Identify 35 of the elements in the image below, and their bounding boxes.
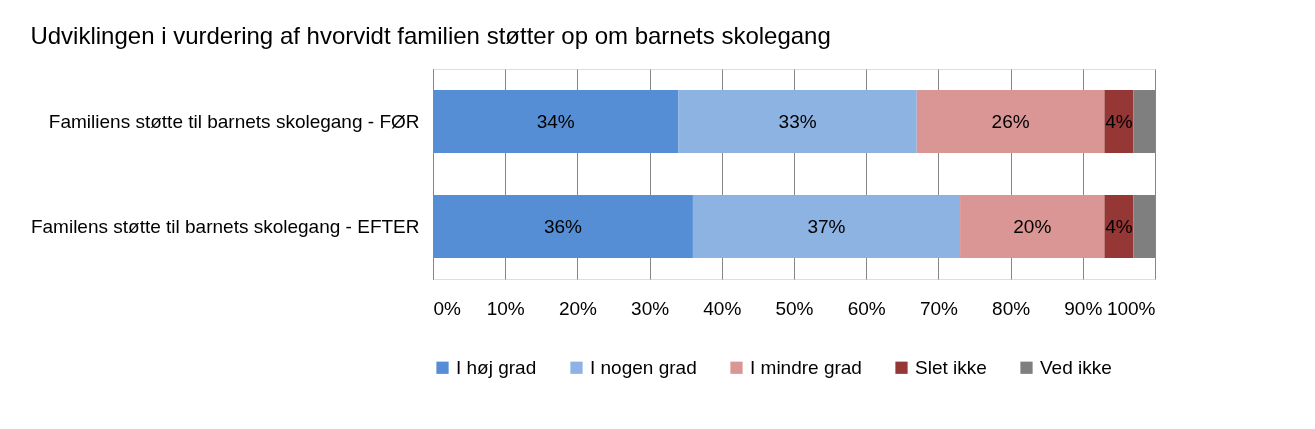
bar bbox=[916, 90, 1105, 153]
x-tick-label: 40% bbox=[703, 297, 742, 319]
legend-label: I nogen grad bbox=[590, 356, 697, 378]
data-label: 36% bbox=[543, 215, 583, 237]
data-label: 26% bbox=[991, 110, 1030, 132]
legend-label: Ved ikke bbox=[1040, 356, 1112, 378]
x-tick-label: 50% bbox=[775, 297, 814, 319]
bar bbox=[692, 195, 961, 258]
bar bbox=[433, 90, 679, 153]
chart-title: Udviklingen i vurdering af hvorvidt familien støtter op om barnets skolegang bbox=[30, 22, 831, 49]
legend-label: I mindre grad bbox=[750, 356, 862, 378]
legend-label: I høj grad bbox=[456, 356, 537, 378]
y-tick-label: Familiens støtte til barnets skolegang - FØR bbox=[48, 110, 420, 132]
x-tick-label: 30% bbox=[631, 297, 670, 319]
data-label: 33% bbox=[778, 110, 817, 132]
data-label: 37% bbox=[807, 215, 846, 237]
bar bbox=[960, 195, 1105, 258]
y-tick-label: Familens støtte til barnets skolegang - EFTER bbox=[30, 215, 420, 237]
data-label: 4% bbox=[1105, 215, 1133, 237]
legend-label: Slet ikke bbox=[915, 356, 987, 378]
x-tick-label: 100% bbox=[1106, 297, 1156, 319]
bar bbox=[1104, 90, 1134, 153]
x-tick-label: 60% bbox=[847, 297, 886, 319]
x-tick-label: 0% bbox=[433, 297, 462, 319]
bar bbox=[433, 195, 693, 258]
data-label: 4% bbox=[1105, 110, 1133, 132]
x-tick-label: 70% bbox=[919, 297, 959, 319]
bar bbox=[1104, 195, 1134, 258]
data-label: 34% bbox=[536, 110, 575, 132]
x-tick-label: 90% bbox=[1064, 297, 1103, 319]
bar bbox=[678, 90, 917, 153]
x-tick-label: 10% bbox=[486, 297, 525, 319]
x-tick-label: 20% bbox=[558, 297, 598, 319]
data-label: 20% bbox=[1013, 215, 1052, 237]
x-tick-label: 80% bbox=[992, 297, 1031, 319]
